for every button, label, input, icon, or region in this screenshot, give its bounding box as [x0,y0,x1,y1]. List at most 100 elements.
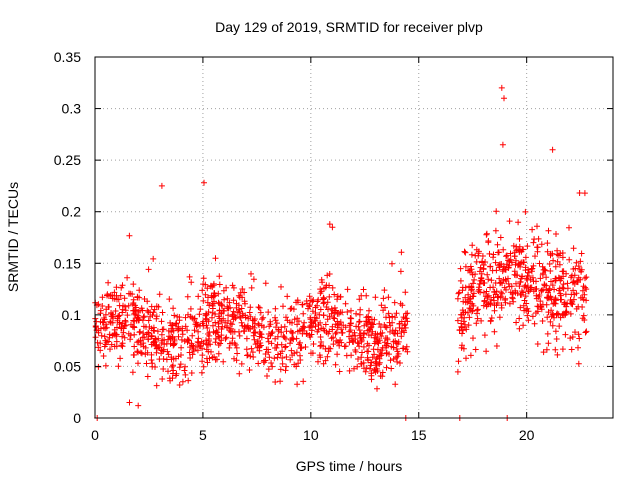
data-point [317,343,324,350]
data-point [204,325,211,331]
data-point [129,369,136,376]
data-point [467,352,474,359]
data-point [212,356,219,363]
data-point [493,208,500,215]
data-point [137,337,144,344]
data-point [547,250,554,257]
x-tick-label: 0 [91,427,99,443]
data-point [130,281,137,288]
data-point [161,341,168,348]
data-point [383,349,390,356]
data-point [113,338,120,345]
data-point [488,277,495,284]
data-point [119,309,126,316]
data-point [576,335,583,342]
data-point [137,328,144,335]
data-point [274,354,281,361]
data-point [311,317,318,324]
data-point [182,314,189,321]
data-point [207,283,214,290]
data-point [122,322,129,329]
data-point [496,264,503,270]
data-point [108,341,115,348]
data-point [328,305,335,312]
data-point [356,319,362,325]
data-point [288,347,295,354]
data-point [381,339,388,346]
data-point [518,288,525,295]
data-point [516,235,523,242]
x-tick-label: 20 [519,427,535,443]
data-point [160,366,167,372]
data-point [322,321,329,328]
data-point [287,340,293,347]
data-point [272,305,279,312]
data-point [525,288,532,295]
data-point [216,281,223,288]
data-point [179,331,186,338]
y-tick-label: 0.25 [54,152,81,168]
data-point [231,340,238,347]
data-point [220,358,227,365]
data-point [277,378,284,385]
data-point [566,224,572,231]
data-point [215,320,222,327]
data-point [368,323,375,330]
data-point [295,299,301,306]
data-point [400,345,407,352]
data-point [221,307,228,314]
data-point [523,307,530,314]
plot-frame [94,56,614,419]
data-point [325,330,332,337]
data-point [122,307,129,314]
data-point [178,336,185,343]
data-point [135,402,142,409]
data-point [516,283,523,290]
data-point [200,275,207,282]
data-point [148,303,155,310]
data-point [469,307,476,314]
data-point [468,284,475,291]
data-point [134,339,141,346]
data-point [484,271,491,278]
data-point [234,350,241,357]
data-point [181,367,188,374]
data-point [275,326,282,333]
data-point [505,257,512,264]
data-point [153,382,160,389]
data-point [360,286,367,293]
data-point [101,343,108,350]
data-point [366,307,372,314]
data-point [259,316,265,323]
data-point [266,354,273,361]
data-point [397,268,404,275]
data-point [109,292,116,299]
data-point [348,335,355,342]
data-point [194,338,201,345]
data-point [105,279,112,286]
data-point [212,339,219,346]
data-point [163,356,170,363]
data-point [223,334,230,341]
data-point [235,302,242,309]
data-point [387,357,394,364]
data-point [394,330,401,337]
data-point [210,282,217,289]
data-point [117,292,124,299]
data-point [302,344,309,350]
data-point [577,294,584,301]
data-point [533,295,540,302]
data-point [297,357,304,363]
data-point [567,335,574,342]
data-point [268,360,275,366]
data-point [374,385,380,392]
data-point [392,314,398,321]
data-point [218,310,225,317]
data-point [106,334,113,341]
data-point [216,273,223,280]
data-point [237,314,244,321]
data-point [566,256,573,263]
data-point [548,307,555,314]
data-point [334,318,341,325]
data-point [489,267,496,274]
